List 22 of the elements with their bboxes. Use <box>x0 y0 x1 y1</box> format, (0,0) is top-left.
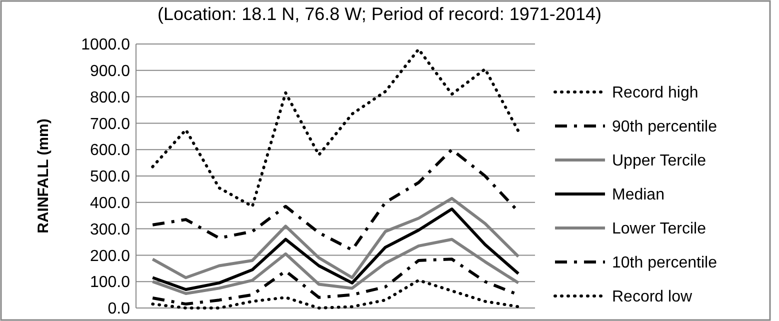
y-tick-label: 0.0 <box>108 300 130 318</box>
y-tick-label: 700.0 <box>90 116 130 133</box>
legend-label: Upper Tercile <box>612 152 706 170</box>
y-tick-label: 900.0 <box>90 63 130 80</box>
legend-label: Record high <box>612 84 698 102</box>
line-series <box>151 48 520 208</box>
y-tick-label: 500.0 <box>90 168 130 186</box>
y-tick-label: 800.0 <box>90 89 130 106</box>
legend-label: Record low <box>612 288 692 306</box>
y-tick-label: 1000.0 <box>81 36 130 54</box>
y-tick-label: 400.0 <box>90 195 130 212</box>
legend-label: Lower Tercile <box>612 220 706 238</box>
y-tick-label: 300.0 <box>90 221 130 238</box>
chart-subtitle: (Location: 18.1 N, 76.8 W; Period of record: 1971-2014) <box>158 4 602 24</box>
legend-label: Median <box>612 186 664 204</box>
y-tick-label: 200.0 <box>90 248 130 265</box>
y-tick-label: 100.0 <box>90 274 130 292</box>
legend-label: 10th percentile <box>612 254 718 272</box>
y-axis-title: RAINFALL (mm) <box>35 118 52 234</box>
y-tick-label: 600.0 <box>90 142 130 160</box>
legend-label: 90th percentile <box>612 118 718 136</box>
line-series <box>151 208 520 292</box>
